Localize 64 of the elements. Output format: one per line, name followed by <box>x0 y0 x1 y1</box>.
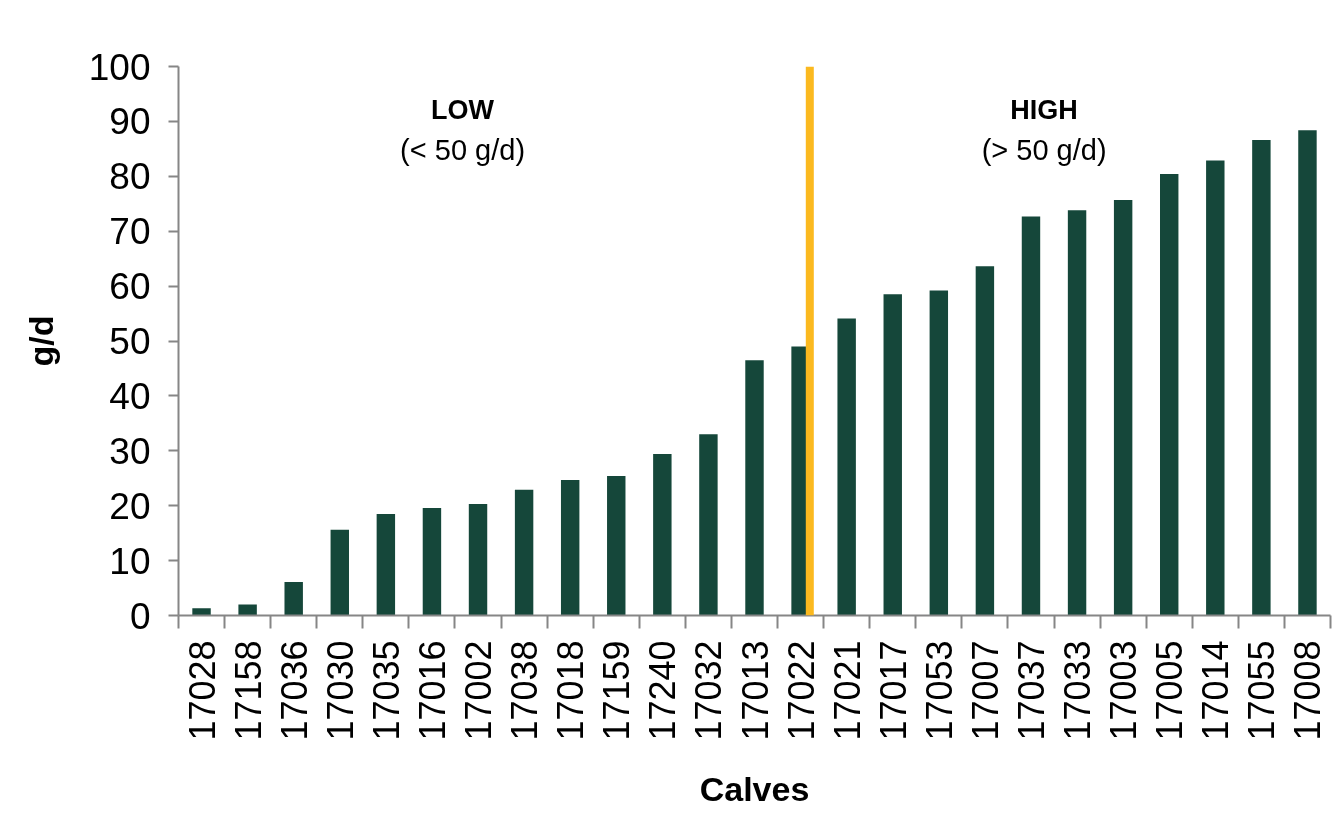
bar <box>883 294 902 616</box>
x-tick-label: 17022 <box>780 640 822 741</box>
x-tick-label: 17159 <box>596 640 638 741</box>
bar <box>1298 130 1317 616</box>
y-tick-label: 90 <box>109 101 151 143</box>
y-tick-label: 30 <box>109 430 151 472</box>
x-tick-label: 17008 <box>1287 640 1329 741</box>
bar <box>1021 216 1041 616</box>
bar <box>1067 210 1087 616</box>
x-tick-label: 17032 <box>688 640 730 741</box>
bar <box>422 507 442 616</box>
bar <box>238 604 257 616</box>
bar <box>653 454 672 616</box>
y-tick-label: 80 <box>109 156 151 198</box>
x-tick-label: 17003 <box>1103 640 1145 741</box>
x-tick-label: 17013 <box>734 640 776 741</box>
y-tick-label: 40 <box>109 375 151 417</box>
x-tick-label: 17240 <box>642 640 684 741</box>
bar <box>699 434 718 616</box>
x-axis-title: Calves <box>699 769 810 808</box>
y-tick-label: 60 <box>109 266 151 308</box>
bar <box>1113 199 1133 616</box>
y-axis-title: g/d <box>21 315 60 367</box>
x-tick-label: 17035 <box>365 640 407 741</box>
x-tick-label: 17028 <box>181 640 223 741</box>
bar <box>1206 160 1225 616</box>
bar <box>514 489 534 616</box>
x-tick-label: 17030 <box>319 640 361 741</box>
bar <box>975 266 995 616</box>
x-tick-label: 17033 <box>1057 640 1099 741</box>
bar <box>192 608 211 616</box>
y-tick-label: 10 <box>109 540 151 582</box>
x-tick-label: 17038 <box>504 640 546 741</box>
bar <box>929 290 949 616</box>
y-tick-label: 100 <box>88 46 151 88</box>
bar <box>745 360 764 616</box>
y-tick-label: 70 <box>109 211 151 253</box>
bar <box>1252 140 1271 616</box>
bar <box>284 582 303 616</box>
annotation: LOW (< 50 g/d) <box>400 95 526 167</box>
x-tick-label: 17005 <box>1149 640 1191 741</box>
x-tick-label: 17018 <box>550 640 592 741</box>
bar <box>607 476 626 616</box>
bar <box>560 479 580 616</box>
bar <box>837 318 856 616</box>
y-tick-label: 20 <box>109 485 151 527</box>
x-tick-label: 17158 <box>227 640 269 741</box>
bar <box>468 504 488 616</box>
y-tick-label: 50 <box>109 321 151 362</box>
x-tick-label: 17055 <box>1241 640 1283 741</box>
bar <box>376 513 396 616</box>
annotation: HIGH (> 50 g/d) <box>981 95 1107 167</box>
x-tick-label: 17002 <box>458 640 500 741</box>
bar <box>330 529 349 616</box>
y-tick-label: 0 <box>129 595 151 637</box>
x-tick-label: 17037 <box>1010 640 1052 741</box>
x-tick-label: 17016 <box>411 640 453 741</box>
bar <box>1160 174 1179 616</box>
x-tick-label: 17014 <box>1195 640 1237 741</box>
x-tick-label: 17007 <box>964 640 1006 741</box>
x-tick-label: 17053 <box>918 640 960 741</box>
x-tick-label: 17036 <box>273 640 315 741</box>
x-tick-label: 17017 <box>872 640 914 741</box>
x-tick-label: 17021 <box>826 640 868 741</box>
